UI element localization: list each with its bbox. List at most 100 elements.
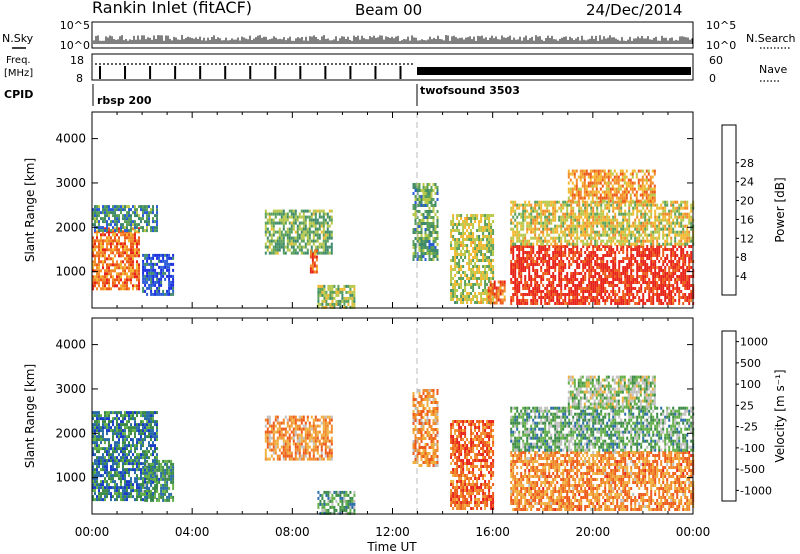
range-cell (670, 257, 673, 260)
range-cell (608, 254, 611, 257)
range-cell (100, 269, 102, 273)
range-cell (270, 239, 273, 243)
range-cell (591, 190, 594, 194)
range-cell (343, 287, 346, 291)
range-cell (606, 218, 609, 222)
range-cell (536, 299, 539, 302)
range-cell (670, 263, 673, 266)
range-cell (616, 248, 619, 251)
range-cell (112, 242, 114, 246)
range-cell (136, 272, 138, 276)
range-cell (132, 227, 134, 231)
range-cell (690, 260, 693, 263)
range-cell (676, 233, 679, 237)
range-cell (150, 256, 153, 260)
range-cell (686, 206, 689, 210)
range-cell (690, 296, 693, 299)
range-cell (278, 212, 281, 216)
range-cell (636, 266, 639, 269)
range-cell (612, 275, 615, 278)
range-cell (622, 272, 625, 275)
range-cell (628, 206, 631, 210)
range-cell (664, 275, 667, 278)
range-cell (662, 290, 665, 293)
range-cell (624, 269, 627, 272)
range-cell (116, 220, 118, 224)
range-cell (487, 286, 490, 290)
range-cell (330, 230, 333, 234)
range-cell (108, 227, 110, 231)
range-cell (598, 230, 601, 234)
range-cell (597, 175, 600, 179)
range-cell (604, 290, 607, 293)
range-cell (626, 299, 629, 302)
range-cell (610, 227, 613, 231)
range-cell (612, 272, 615, 275)
range-cell (495, 292, 498, 296)
range-cell (640, 224, 643, 228)
range-cell (480, 241, 483, 244)
range-cell (554, 260, 557, 263)
range-cell (426, 213, 429, 216)
range-cell (580, 272, 583, 275)
range-cell (588, 266, 591, 269)
range-cell (587, 181, 590, 185)
range-cell (534, 302, 537, 305)
range-cell (610, 239, 613, 243)
range-cell (311, 264, 314, 268)
range-cell (592, 221, 595, 225)
range-cell (318, 215, 321, 219)
range-cell (578, 284, 581, 287)
range-cell (134, 229, 136, 233)
range-cell (414, 204, 417, 207)
range-cell (278, 218, 281, 222)
range-cell (532, 260, 535, 263)
range-cell (618, 239, 621, 243)
range-cell (538, 215, 541, 219)
range-cell (516, 302, 519, 305)
range-cell (607, 190, 610, 194)
range-cell (94, 278, 96, 282)
range-cell (568, 248, 571, 251)
range-cell (492, 265, 495, 268)
range-cell (154, 268, 157, 272)
range-cell (604, 278, 607, 281)
range-cell (560, 236, 563, 240)
range-cell (618, 212, 621, 216)
range-cell (620, 221, 623, 225)
range-cell (579, 169, 582, 173)
range-cell (124, 248, 126, 252)
range-cell (672, 203, 675, 207)
range-cell (466, 235, 469, 238)
range-cell (644, 215, 647, 219)
range-cell (472, 268, 475, 271)
range-cell (642, 278, 645, 281)
range-cell (682, 242, 685, 246)
range-cell (418, 255, 421, 258)
range-cell (564, 203, 567, 207)
range-cell (638, 275, 641, 278)
range-cell (690, 206, 693, 210)
range-cell (470, 241, 473, 244)
range-cell (341, 287, 344, 291)
range-cell (630, 272, 633, 275)
range-cell (568, 224, 571, 228)
range-cell (96, 239, 98, 243)
range-cell (540, 206, 543, 210)
range-cell (558, 293, 561, 296)
range-cell (592, 248, 595, 251)
range-cell (546, 302, 549, 305)
range-cell (478, 223, 481, 226)
range-cell (528, 245, 531, 248)
range-cell (612, 281, 615, 284)
range-cell (450, 229, 453, 232)
range-cell (580, 290, 583, 293)
range-cell (330, 248, 333, 252)
range-cell (154, 271, 157, 275)
range-cell (668, 230, 671, 234)
range-cell (468, 217, 471, 220)
range-cell (672, 248, 675, 251)
range-cell (491, 286, 494, 290)
range-cell (428, 255, 431, 258)
range-cell (282, 221, 285, 225)
